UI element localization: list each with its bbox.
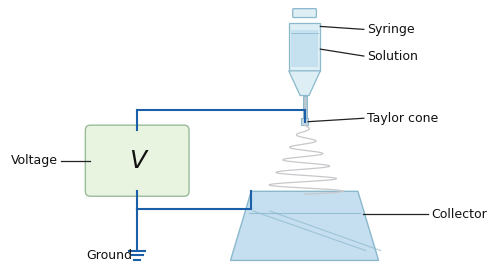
Bar bbox=[302, 95, 306, 118]
Text: Solution: Solution bbox=[367, 50, 418, 62]
Text: Collector: Collector bbox=[431, 208, 486, 221]
Polygon shape bbox=[289, 71, 320, 95]
FancyBboxPatch shape bbox=[86, 125, 189, 196]
Text: Taylor cone: Taylor cone bbox=[367, 112, 438, 125]
Text: Voltage: Voltage bbox=[10, 154, 58, 167]
Polygon shape bbox=[230, 191, 378, 260]
Text: Ground: Ground bbox=[86, 249, 132, 262]
Bar bbox=[301, 118, 308, 125]
Bar bbox=[289, 23, 320, 71]
Bar bbox=[302, 23, 307, 41]
FancyBboxPatch shape bbox=[292, 9, 316, 18]
Bar bbox=[290, 30, 318, 67]
Text: Syringe: Syringe bbox=[367, 23, 414, 36]
Text: V: V bbox=[128, 149, 146, 173]
